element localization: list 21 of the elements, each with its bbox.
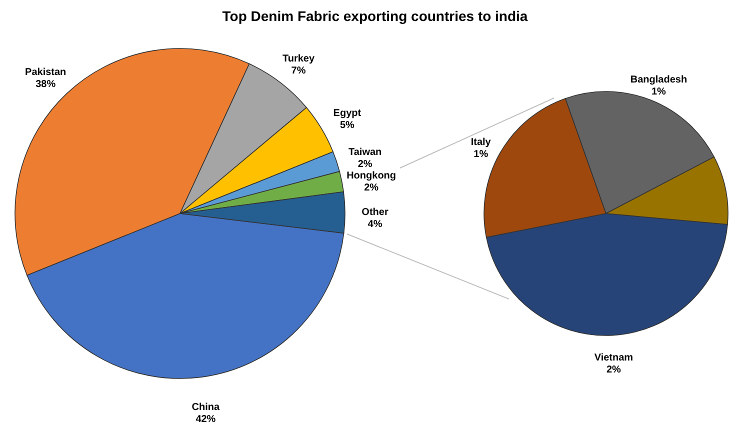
chart-title: Top Denim Fabric exporting countries to india — [221, 8, 529, 24]
slice-label: Pakistan — [25, 67, 66, 78]
data-label: 42% — [196, 414, 216, 425]
slice-label: Other — [362, 207, 388, 218]
slice-label: Egypt — [333, 108, 362, 120]
data-label: 2% — [364, 182, 379, 194]
slice-label: Vietnam — [594, 352, 634, 364]
slice-label: Turkey — [282, 54, 315, 65]
data-label: 2% — [606, 364, 622, 376]
data-label: 38% — [36, 79, 56, 90]
slice-label: Bangladesh — [630, 74, 688, 86]
data-label: 7% — [291, 66, 306, 77]
data-label: 4% — [368, 219, 382, 230]
slice-label: Hongkong — [346, 170, 396, 182]
data-label: 1% — [474, 149, 488, 160]
data-label: 5% — [340, 120, 355, 132]
slice-label: Italy — [470, 137, 492, 148]
data-label: 1% — [651, 86, 666, 98]
data-label: 2% — [358, 159, 372, 170]
slice-label: Taiwan — [348, 147, 382, 158]
slice-label: China — [192, 402, 220, 413]
